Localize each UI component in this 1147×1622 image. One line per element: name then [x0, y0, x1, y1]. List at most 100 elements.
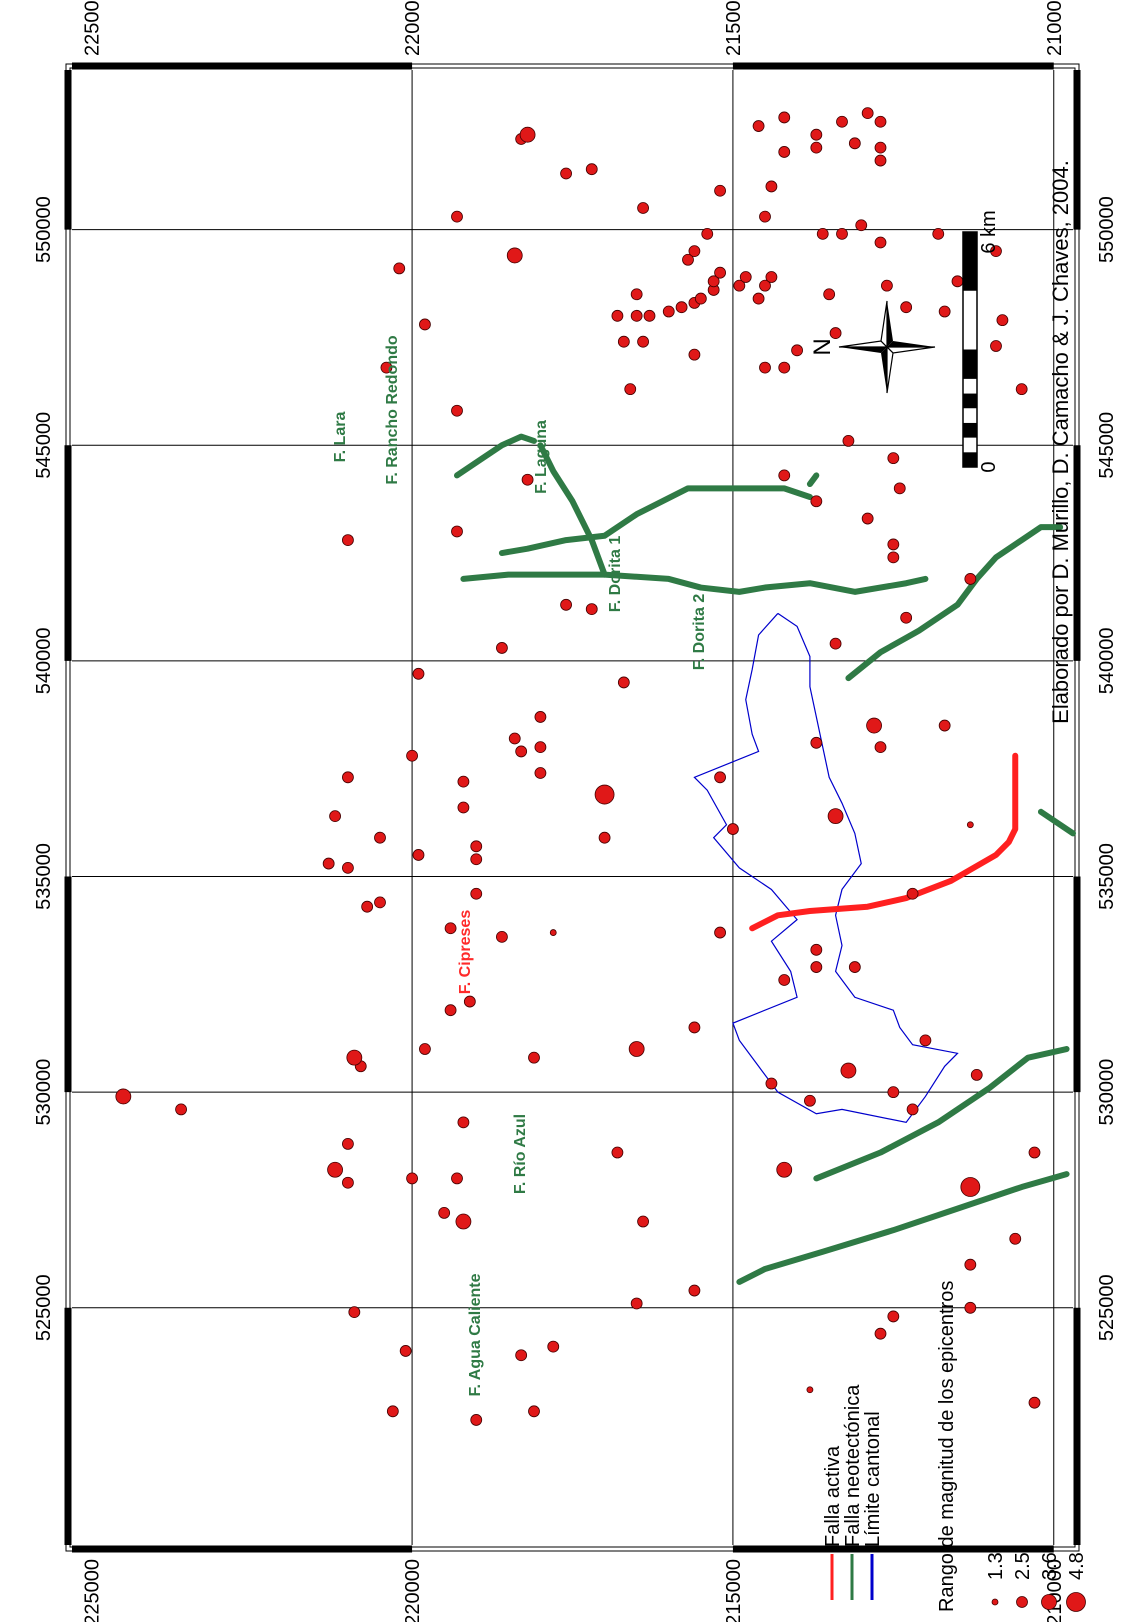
epicenter-dot [714, 266, 726, 279]
epicenter-dot [727, 823, 739, 835]
epicenter-dot [675, 301, 688, 314]
epicenter-dot [765, 271, 778, 283]
epicenter-dot [342, 1176, 354, 1189]
legend-item-label: Falla neotectónica [842, 1384, 864, 1547]
y-tick-label: 225000 [81, 0, 103, 56]
x-tick-label: 525000 [1096, 1274, 1118, 1341]
epicenter-dot [848, 137, 861, 150]
epicenter-dot [829, 637, 842, 650]
epicenter-dot [1028, 1146, 1041, 1159]
epicenter-dot [887, 1086, 900, 1099]
epicenter-dot [617, 335, 630, 348]
epicenter-dot [906, 1103, 919, 1116]
scale-end-label: 6 km [978, 210, 1000, 253]
epicenter-dot [938, 305, 951, 318]
epicenter-dot [874, 236, 887, 249]
epicenter-dot [791, 344, 803, 357]
epicenter-dot [900, 611, 913, 624]
epicenter-dot [419, 318, 431, 331]
epicenter-dot [776, 1161, 793, 1178]
epicenter-dot [534, 767, 547, 779]
epicenter-dot [470, 887, 483, 900]
scale-bar [962, 231, 978, 468]
epicenter-dot [470, 1414, 483, 1426]
epicenter-dot [778, 111, 791, 124]
x-tick-label: 535000 [1096, 843, 1118, 910]
epicenter-dot [549, 929, 557, 936]
fault-label-rio-azul: F. Río Azul [512, 1114, 529, 1194]
epicenter-dot [836, 227, 848, 240]
epicenter-dot [701, 227, 714, 240]
epicenter-dot [990, 340, 1002, 352]
epicenter-dot [810, 495, 823, 508]
legend-magnitude-label: 1.3 [985, 1552, 1007, 1580]
epicenter-dot [688, 348, 701, 361]
epicenter-dot [386, 1405, 399, 1418]
epicenter-dot [374, 896, 386, 909]
map-credit: Elaborado por D. Murillo, D. Camacho & J… [1048, 160, 1073, 724]
epicenter-dot [342, 861, 354, 874]
legend-item-label: Falla activa [822, 1445, 844, 1547]
epicenter-dot [342, 1138, 354, 1150]
y-tick-label: 225000 [81, 1559, 103, 1622]
epicenter-dot [380, 361, 393, 374]
epicenter-dot [470, 840, 483, 853]
epicenter-dot [637, 1215, 649, 1228]
epicenter-dot [534, 741, 547, 754]
canton-boundary [693, 612, 959, 1124]
epicenter-dot [342, 771, 354, 784]
epicenter-dot [938, 719, 951, 732]
canton-boundary-line [693, 612, 959, 1124]
epicenter-dot [444, 922, 457, 935]
epicenter-dot [560, 167, 572, 180]
coordinate-grid [72, 70, 1073, 1545]
epicenter-dot [346, 1049, 363, 1066]
epicenter-dot [457, 801, 470, 814]
epicenter-dot [887, 452, 900, 465]
epicenter-dot [1009, 1232, 1022, 1245]
scale-bar-segment [963, 232, 977, 291]
y-tick-label: 220000 [402, 1559, 424, 1622]
epicenter-dot [624, 383, 637, 396]
epicenter-dot [175, 1103, 187, 1116]
scale-start-label: 0 [978, 461, 1000, 472]
epicenter-dot [444, 1004, 457, 1017]
epicenter-dot [637, 335, 649, 348]
scale-bar-segment [963, 349, 977, 379]
epicenter-dot [342, 534, 354, 547]
epicenter-dot [611, 1146, 624, 1159]
epicenter-dot [617, 676, 630, 689]
x-tick-label: 535000 [33, 843, 55, 910]
epicenter-dot [840, 1062, 857, 1079]
epicenter-dot [521, 473, 534, 486]
epicenter-dot [348, 1306, 361, 1319]
epicenter-dot [823, 288, 836, 301]
epicenter-dot [810, 141, 823, 154]
fault-label-cipreses: F. Cipreses [457, 910, 474, 995]
epicenter-dot [778, 469, 791, 482]
epicenter-dot [765, 180, 778, 193]
epicenter-dot [810, 128, 823, 141]
x-tick-label: 550000 [33, 196, 55, 263]
epicenter-dot [804, 1094, 816, 1107]
legend-magnitude-dot [1016, 1596, 1028, 1608]
epicenter-dot [866, 717, 882, 734]
x-tick-label: 550000 [1096, 196, 1118, 263]
scale-bar-segment [963, 422, 977, 438]
epicenter-dot [682, 253, 694, 266]
epicenter-dot [630, 309, 643, 322]
epicenter-dot [759, 210, 771, 223]
epicenter-dot [964, 573, 977, 585]
epicenter-dot [688, 1284, 701, 1297]
y-tick-label: 215000 [723, 1559, 745, 1622]
fault-line [845, 524, 1064, 682]
north-arrow-icon [838, 300, 936, 394]
fault-line [537, 442, 608, 578]
epicenter-dot [470, 853, 483, 866]
epicenter-dot [855, 219, 868, 232]
epicenter-dot [759, 279, 771, 292]
epicenter-dot [412, 849, 425, 861]
legend-magnitude-dot [1041, 1594, 1057, 1610]
legend-magnitude-label: 3.6 [1039, 1552, 1061, 1580]
